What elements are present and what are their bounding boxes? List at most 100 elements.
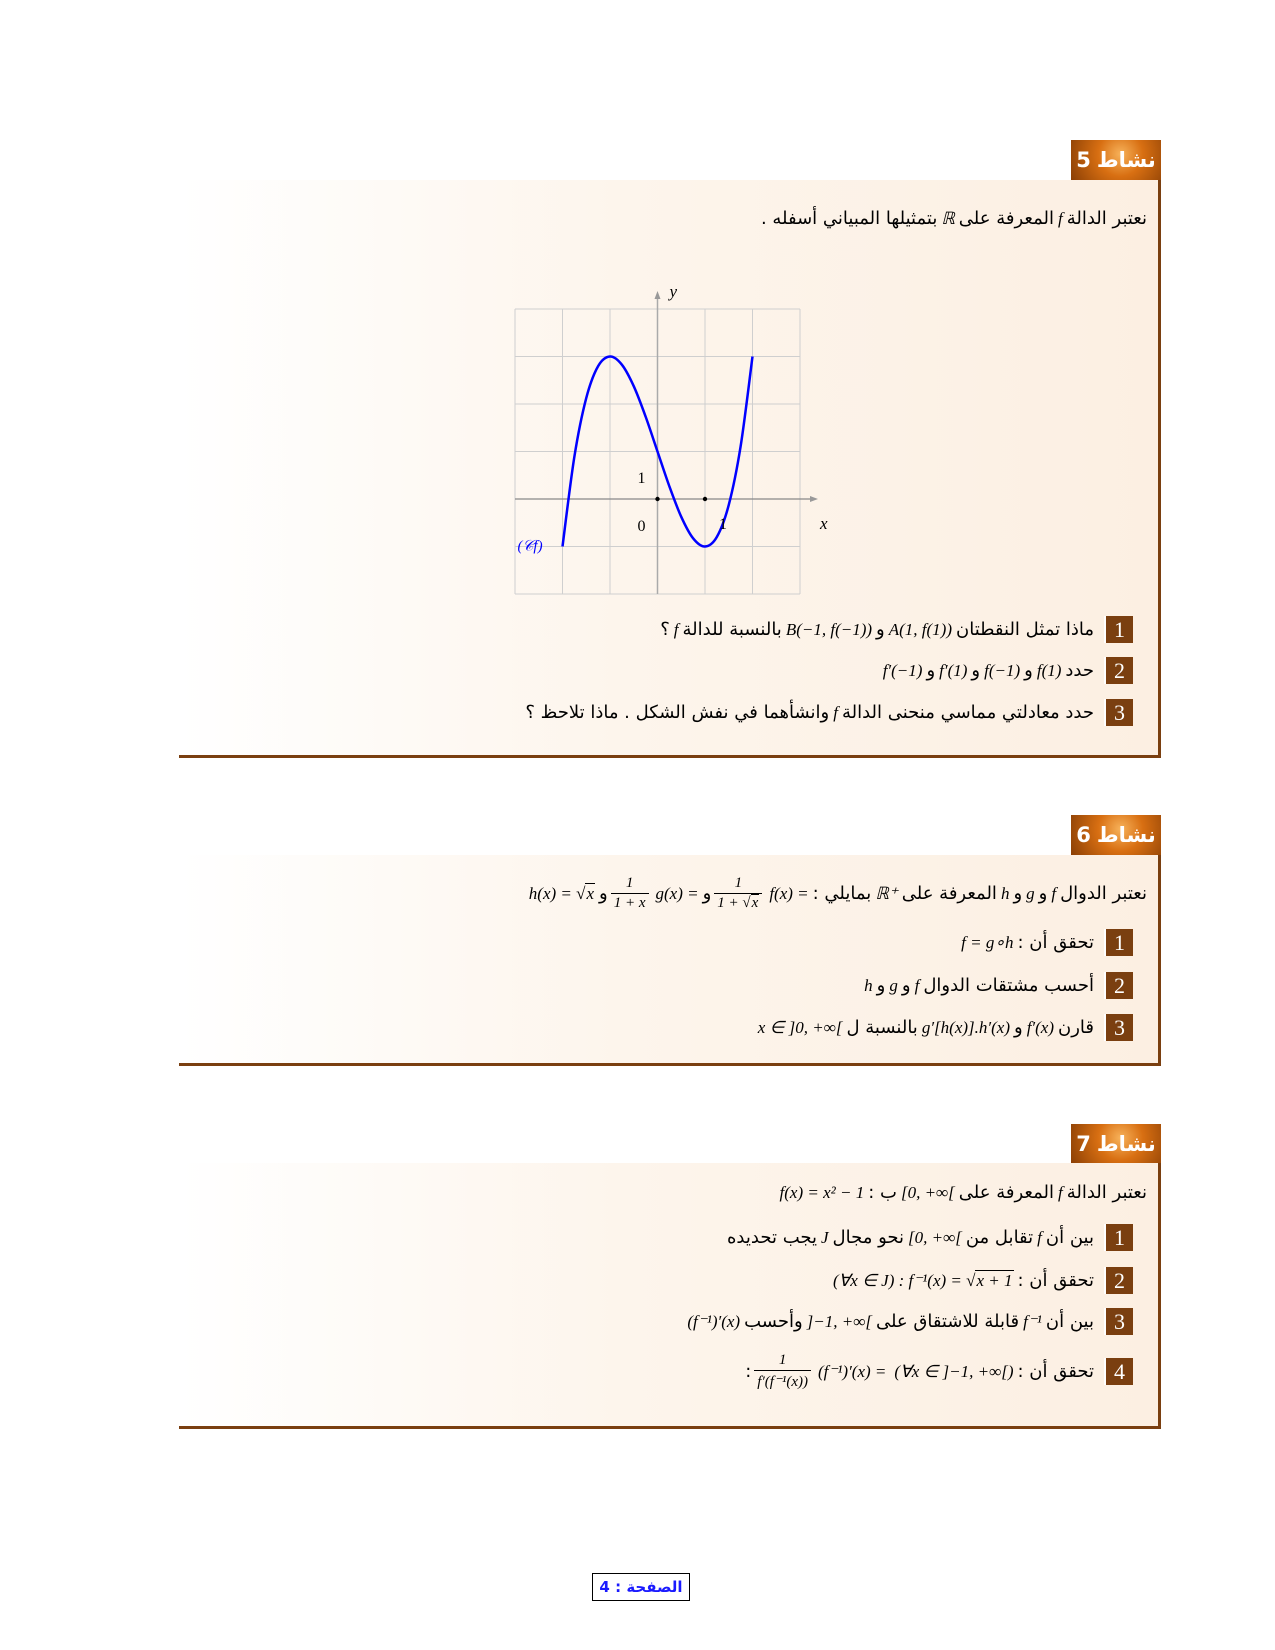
math-expression: ]−1, +∞[ xyxy=(806,1311,872,1331)
arabic-text: و xyxy=(901,975,911,996)
math-expression: g xyxy=(1026,883,1035,903)
arabic-text: نعتبر الدالة xyxy=(1066,1182,1147,1203)
math-expression: g′[h(x)].h′(x) xyxy=(921,1017,1010,1037)
activity-7-box xyxy=(179,1163,1161,1429)
y-axis-label: y xyxy=(668,282,678,301)
activity-6-item-1: 1 تحقق أن : f = g∘h xyxy=(957,929,1133,956)
math-expression: f(−1) xyxy=(984,660,1021,680)
item-number: 2 xyxy=(1104,657,1133,684)
arabic-text: ماذا تمثل النقطتان xyxy=(956,619,1094,640)
arabic-text: نحو مجال xyxy=(832,1227,905,1248)
math-expression: [0, +∞[ xyxy=(908,1227,962,1247)
arabic-text: المعرفة على xyxy=(958,1182,1054,1203)
arabic-text: نعتبر الدوال xyxy=(1060,883,1147,904)
arabic-text: تحقق أن : xyxy=(1017,1270,1094,1291)
math-expression: f xyxy=(673,619,679,639)
math-expression: f xyxy=(914,975,920,995)
math-expression: f⁻¹ xyxy=(1023,1311,1042,1331)
item-number: 1 xyxy=(1104,1224,1133,1251)
math-expression: f xyxy=(1057,1182,1063,1202)
math-expression: (∀x ∈ ]−1, +∞[) xyxy=(894,1361,1014,1381)
arabic-text: قابلة للاشتقاق على xyxy=(875,1311,1020,1332)
page-label: الصفحة : xyxy=(615,1578,683,1596)
denominator: 1 + x xyxy=(610,893,649,912)
arabic-text: حدد xyxy=(1065,660,1094,681)
activity-7-item-4: 4 تحقق أن : (∀x ∈ ]−1, +∞[) (f⁻¹)′(x) = 1 f′… xyxy=(745,1352,1133,1391)
point-marker xyxy=(702,496,708,502)
arabic-text: تحقق أن : xyxy=(1017,1361,1094,1382)
item-number: 2 xyxy=(1104,972,1133,999)
x-axis-label: x xyxy=(819,514,828,533)
math-expression: J xyxy=(821,1227,829,1247)
math-expression: (∀x ∈ J) : f⁻¹(x) = √ x + 1 xyxy=(833,1270,1014,1290)
arabic-text: و xyxy=(876,975,886,996)
origin-label: 0 xyxy=(638,518,646,535)
curve-label: (𝒞f) xyxy=(518,539,543,555)
item-number: 1 xyxy=(1104,616,1133,643)
radicand: x + 1 xyxy=(975,1270,1014,1290)
activity-6-box xyxy=(179,855,1161,1066)
activity-7-intro: نعتبر الدالة f المعرفة على [0, +∞[ب : f(x… xyxy=(776,1182,1147,1203)
activity-7-item-2: 2 تحقق أن : (∀x ∈ J) : f⁻¹(x) = √ x + 1 xyxy=(829,1267,1133,1294)
math-expression: g xyxy=(889,975,898,995)
numerator: 1 xyxy=(625,875,634,891)
arabic-text: وأحسب xyxy=(744,1311,803,1332)
arabic-text: و xyxy=(876,619,885,640)
y-axis-arrow-icon xyxy=(654,291,661,299)
activity-title: نشاط xyxy=(1096,148,1156,172)
math-expression: f(x) = x² − 1 xyxy=(779,1182,865,1202)
activity-5-box xyxy=(179,180,1161,758)
activity-7-item-3: 3 بين أن f⁻¹ قابلة للاشتقاق على ]−1, +∞[وأ… xyxy=(683,1308,1133,1335)
arabic-text: و xyxy=(1038,883,1048,904)
page-footer: الصفحة : 4 xyxy=(592,1573,690,1601)
arabic-text: بين أن xyxy=(1045,1227,1094,1248)
math-expression: [0, +∞[ xyxy=(900,1182,955,1202)
activity-number: 6 xyxy=(1076,823,1091,847)
math-expression: f′(x) xyxy=(1026,1017,1054,1037)
activity-6-item-3: 3 قارن f′(x) و g′[h(x)].h′(x) بالنسبة ل x ∈… xyxy=(754,1014,1133,1041)
math-expression: f(x) = xyxy=(769,883,809,903)
item-number: 3 xyxy=(1104,1308,1133,1335)
arabic-text: قارن xyxy=(1058,1017,1094,1038)
arabic-text: و xyxy=(1013,883,1023,904)
denominator: 1 + √x xyxy=(714,893,763,912)
activity-6-header: نشاط 6 xyxy=(1071,815,1161,855)
numerator: 1 xyxy=(734,875,743,891)
activity-5-header: نشاط 5 xyxy=(1071,140,1161,180)
arabic-text: وانشأهما في نفش الشكل . ماذا تلاحظ ؟ xyxy=(525,702,830,723)
arabic-text: تحقق أن : xyxy=(1017,932,1094,953)
activity-number: 7 xyxy=(1076,1132,1091,1156)
arabic-text: المعرفة على xyxy=(901,883,997,904)
math-expression: f xyxy=(1057,208,1063,228)
math-expression: x ∈ ]0, +∞[ xyxy=(757,1017,843,1037)
math-expression: ℝ⁺ xyxy=(875,883,898,903)
activity-title: نشاط xyxy=(1096,823,1156,847)
x-axis-arrow-icon xyxy=(810,496,818,502)
math-expression: B(−1, f(−1)) xyxy=(785,619,873,639)
activity-5-item-3: 3 حدد معادلتي مماسي منحنى الدالة f وانشأهم… xyxy=(525,699,1133,726)
math-expression: f′(1) xyxy=(939,660,968,680)
math-expression: (f⁻¹)′(x) xyxy=(687,1311,741,1331)
radicand: x xyxy=(750,894,760,911)
arabic-text: بمايلي : xyxy=(812,883,872,904)
fraction: 1 1 + x xyxy=(610,875,649,912)
denominator: f′(f⁻¹(x)) xyxy=(754,1370,811,1391)
activity-5-intro: نعتبر الدالة f المعرفة على ℝ بتمثيلها المب… xyxy=(761,208,1147,229)
arabic-text: تقابل من xyxy=(965,1227,1034,1248)
arabic-text: : xyxy=(745,1361,752,1382)
fraction: 1 1 + √x xyxy=(714,875,763,912)
numerator: 1 xyxy=(778,1352,787,1368)
arabic-text: و xyxy=(599,883,608,904)
radicand: x xyxy=(585,883,596,903)
arabic-text: أحسب مشتقات الدوال xyxy=(923,975,1094,996)
arabic-text: يجب تحديده xyxy=(727,1227,817,1248)
activity-5-item-2: 2 حدد f(1) و f(−1) و f′(1) و f′(−1) xyxy=(879,657,1133,684)
math-expression: ℝ xyxy=(941,208,955,228)
math-expression: f = g∘h xyxy=(961,932,1014,952)
fraction: 1 f′(f⁻¹(x)) xyxy=(754,1352,811,1391)
activity-number: 5 xyxy=(1076,148,1091,172)
item-number: 4 xyxy=(1104,1358,1133,1385)
arabic-text: بالنسبة ل xyxy=(846,1017,918,1038)
